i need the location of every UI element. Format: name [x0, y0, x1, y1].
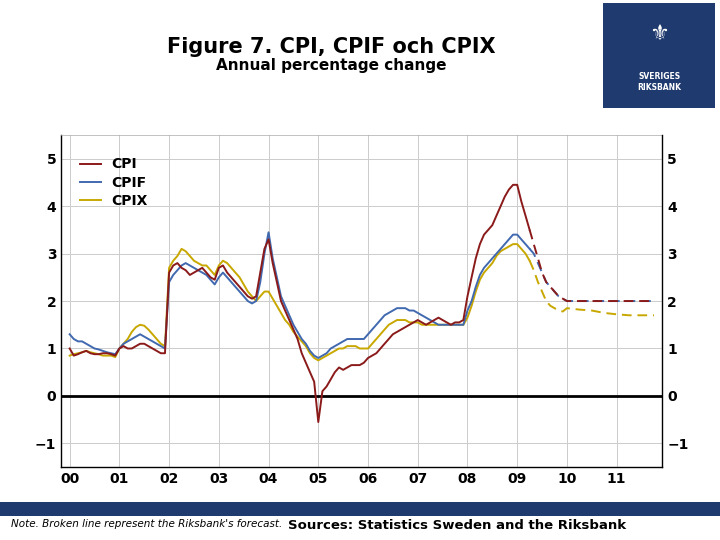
- Text: Sources: Statistics Sweden and the Riksbank: Sources: Statistics Sweden and the Riksb…: [288, 519, 626, 532]
- Text: SVERIGES
RIKSBANK: SVERIGES RIKSBANK: [637, 72, 681, 92]
- Legend: CPI, CPIF, CPIX: CPI, CPIF, CPIX: [74, 152, 153, 213]
- Text: ⚜: ⚜: [649, 24, 669, 44]
- Text: Annual percentage change: Annual percentage change: [216, 58, 446, 73]
- Text: Note. Broken line represent the Riksbank's forecast.: Note. Broken line represent the Riksbank…: [11, 519, 282, 530]
- Text: Figure 7. CPI, CPIF och CPIX: Figure 7. CPI, CPIF och CPIX: [167, 37, 495, 57]
